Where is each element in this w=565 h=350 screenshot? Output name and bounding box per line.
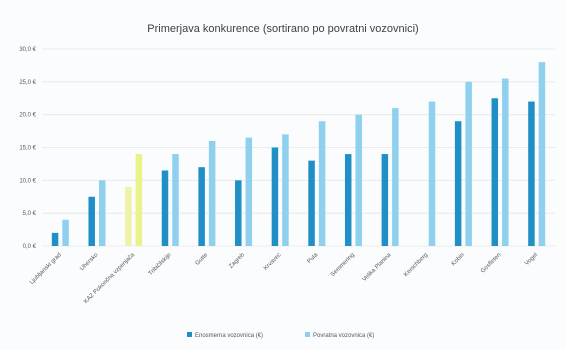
bar	[491, 98, 499, 246]
y-tick-label: 20,0 €	[19, 113, 36, 119]
category-label: Vogel	[524, 252, 539, 267]
category-label: Krvavec	[263, 252, 283, 272]
bar	[528, 101, 535, 247]
category-label: Pula	[306, 252, 319, 265]
bar	[308, 160, 315, 246]
category-label: Ljubljanski grad	[29, 252, 63, 286]
chart-title: Primerjava konkurence (sortirano po povr…	[147, 23, 418, 35]
bar	[282, 134, 289, 246]
category-label: Kerschberg	[403, 252, 429, 278]
bar	[235, 180, 242, 246]
bar	[465, 81, 472, 246]
bar	[355, 114, 362, 247]
y-tick-label: 30,0 €	[19, 47, 36, 53]
category-label: Gosfleten	[480, 252, 502, 274]
legend-swatch	[187, 332, 192, 337]
bar	[125, 186, 132, 246]
legend-label: Enosmerna vozovnica (€)	[195, 333, 263, 339]
category-label: Velika Planina	[362, 252, 393, 283]
bar	[208, 140, 216, 246]
bar	[98, 180, 106, 246]
bar	[502, 78, 509, 246]
bar	[428, 101, 436, 247]
bar	[271, 147, 279, 246]
legend-label: Povratna vozovnica (€)	[313, 333, 374, 339]
bar	[318, 121, 326, 246]
bar	[88, 196, 95, 246]
category-label: Uhersko	[79, 252, 100, 273]
category-label: Zagreb	[228, 252, 246, 270]
y-tick-label: 10,0 €	[19, 178, 36, 184]
category-label: Tribičilskije	[148, 252, 173, 277]
y-tick-label: 0,0 €	[23, 244, 37, 250]
bar	[381, 154, 389, 246]
bar	[51, 232, 59, 246]
bar	[135, 154, 143, 246]
bar	[392, 108, 399, 246]
bar	[172, 154, 179, 246]
y-tick-label: 5,0 €	[23, 211, 37, 217]
bar	[454, 121, 462, 246]
bar	[245, 137, 253, 246]
category-label: Kobin	[451, 252, 466, 267]
bar	[161, 170, 169, 246]
bar	[62, 219, 69, 246]
legend-swatch	[305, 332, 310, 337]
y-tick-label: 25,0 €	[19, 80, 36, 86]
category-label: Semmering	[330, 252, 356, 278]
bar	[538, 62, 546, 247]
bar	[344, 154, 352, 246]
bar	[198, 167, 205, 246]
category-label: Gutte	[195, 252, 210, 267]
y-tick-label: 15,0 €	[19, 146, 36, 152]
